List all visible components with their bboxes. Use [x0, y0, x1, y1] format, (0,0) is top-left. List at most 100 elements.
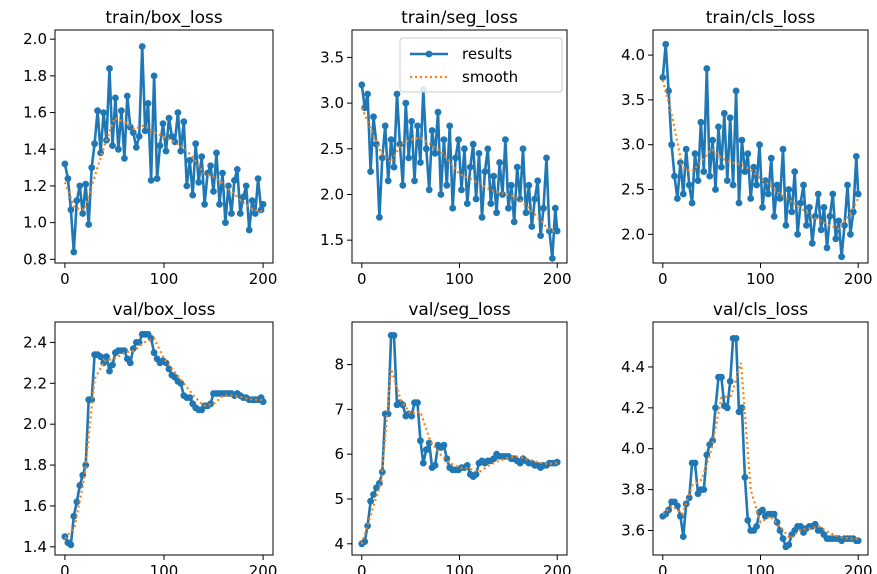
results-point: [177, 379, 185, 387]
results-point: [525, 181, 533, 189]
axes-frame: [351, 29, 568, 264]
results-point: [207, 162, 215, 170]
results-point: [481, 168, 489, 176]
results-point: [118, 107, 125, 115]
results-point: [97, 149, 104, 157]
results-point: [121, 155, 128, 162]
results-point: [841, 222, 848, 229]
results-point: [472, 195, 480, 203]
results-point: [723, 404, 731, 412]
results-point: [76, 182, 84, 190]
results-point: [91, 140, 98, 148]
results-point: [808, 239, 816, 247]
results-point: [381, 122, 389, 130]
results-point: [259, 200, 267, 208]
results-point: [534, 177, 542, 185]
results-point: [741, 168, 749, 176]
y-tick-label: 4.0: [621, 440, 645, 458]
results-point: [811, 213, 819, 220]
y-tick-label: 3.8: [621, 481, 645, 499]
results-point: [115, 145, 122, 153]
results-point: [67, 206, 75, 214]
results-point: [685, 181, 693, 189]
results-point: [411, 177, 418, 185]
results-point: [156, 142, 164, 150]
x-tick-label: 100: [746, 562, 775, 574]
results-point: [700, 486, 708, 493]
y-tick-label: 0.8: [23, 250, 47, 268]
x-tick-label: 200: [543, 562, 572, 574]
plot-area: [659, 335, 862, 551]
x-tick-label: 0: [60, 270, 70, 288]
results-point: [507, 181, 515, 189]
results-point: [94, 107, 101, 115]
y-tick-label: 4.0: [621, 46, 645, 64]
results-point: [452, 154, 459, 162]
results-point: [106, 65, 113, 72]
results-point: [823, 244, 831, 252]
results-point: [475, 150, 483, 157]
y-tick-label: 3.5: [621, 91, 645, 109]
results-point: [67, 541, 75, 549]
results-point: [794, 230, 801, 238]
results-point: [461, 145, 468, 153]
results-point: [797, 523, 804, 530]
x-tick-label: 200: [844, 562, 873, 574]
results-point: [732, 335, 740, 342]
results-point: [718, 373, 725, 381]
results-point: [505, 204, 512, 212]
results-point: [522, 209, 530, 217]
results-point: [709, 437, 716, 444]
results-point: [472, 470, 480, 478]
results-point: [225, 182, 232, 190]
results-point: [712, 186, 719, 193]
results-point: [817, 226, 825, 234]
y-tick-label: 6: [334, 445, 344, 463]
results-point: [425, 439, 433, 447]
results-point: [109, 361, 116, 369]
results-point: [854, 190, 862, 198]
subplot-1: train/seg_loss 0 100 200 1.5 2.0 2.5 3.0 3.5 resu…: [320, 8, 571, 288]
results-point: [431, 150, 439, 157]
results-point: [239, 193, 247, 201]
results-point: [219, 169, 226, 177]
results-point: [408, 118, 415, 125]
results-point: [228, 210, 235, 217]
x-tick-label: 0: [357, 270, 367, 288]
y-tick-label: 2.2: [23, 374, 47, 392]
results-point: [384, 177, 392, 185]
results-point: [665, 87, 672, 95]
results-point: [64, 175, 72, 183]
results-point: [73, 498, 81, 506]
y-tick-label: 8: [334, 356, 344, 374]
results-point: [551, 204, 559, 212]
results-point: [849, 208, 857, 216]
results-point: [428, 127, 436, 134]
results-point: [785, 186, 793, 193]
results-point: [469, 140, 477, 148]
results-point: [782, 222, 790, 229]
results-point: [764, 190, 772, 198]
y-tick-label: 1.4: [23, 538, 47, 556]
results-point: [390, 332, 398, 339]
results-point: [126, 359, 134, 367]
results-point: [682, 145, 690, 153]
results-point: [390, 163, 398, 171]
smooth-line: [360, 368, 558, 545]
results-point: [378, 468, 386, 476]
results-point: [738, 404, 746, 412]
results-line: [361, 334, 558, 545]
y-tick-label: 1.6: [23, 497, 47, 515]
subplot-3: val/box_loss 0 100 200 1.4 1.6 1.8 2.0 2.2 2.4: [23, 300, 277, 574]
results-point: [231, 177, 238, 184]
results-point: [735, 199, 743, 207]
x-tick-label: 0: [658, 270, 668, 288]
smooth-line: [63, 116, 264, 213]
results-point: [367, 497, 374, 505]
results-point: [376, 213, 383, 221]
results-point: [484, 145, 492, 153]
results-point: [700, 168, 708, 176]
y-tick-label: 5: [334, 490, 344, 508]
plot-area: [61, 43, 267, 256]
results-point: [440, 136, 448, 144]
